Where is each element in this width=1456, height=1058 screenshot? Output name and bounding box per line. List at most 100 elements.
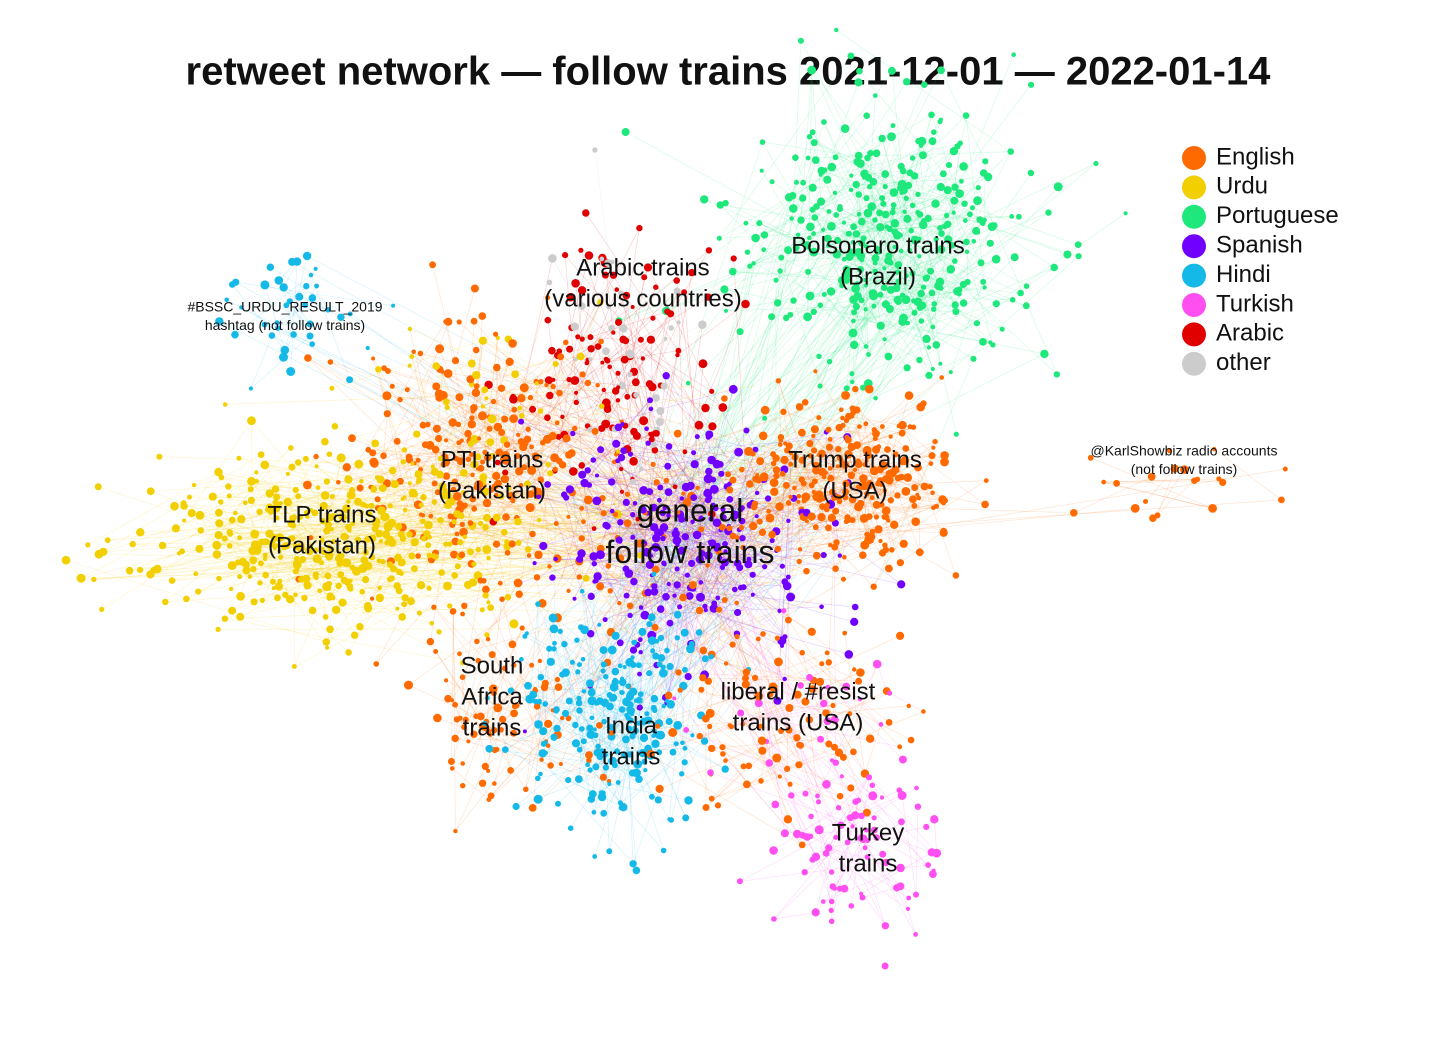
node [440,369,445,374]
node [964,249,970,254]
edge [174,505,455,576]
node [607,588,613,594]
edge [668,446,706,508]
edge [442,371,489,603]
node [879,195,886,202]
node [604,357,611,364]
node [983,478,989,483]
node [1010,253,1019,262]
node [99,547,108,556]
node [774,299,782,307]
edge [797,829,875,835]
node [537,698,542,704]
node [402,507,408,513]
edge [569,700,640,780]
node [638,605,644,610]
edge [153,447,292,571]
edge [502,551,573,720]
node [373,661,380,667]
node [581,519,586,525]
edge [909,172,935,304]
node [1063,250,1072,259]
node [856,67,863,75]
node [927,267,935,275]
edge [452,611,456,705]
edge [455,531,689,832]
edge [643,490,749,565]
node [716,235,722,241]
node [528,804,537,812]
edge [710,495,898,563]
node [836,792,844,800]
node [708,795,715,802]
node [285,471,290,476]
node [637,336,644,343]
node [587,592,595,601]
node [571,739,581,748]
node [492,781,497,786]
edge [594,581,856,608]
edge [523,387,551,474]
node [970,355,977,362]
edge [898,425,945,463]
edge [644,549,886,618]
edge [670,558,803,846]
node [939,528,948,537]
node [650,694,659,703]
edge [275,502,339,559]
node [460,783,466,789]
edge [675,521,763,751]
edge [554,306,583,471]
node [228,516,236,524]
node [470,284,479,293]
node [314,464,319,469]
node [909,270,916,277]
node [777,608,782,614]
edge [600,341,618,538]
node [612,439,621,448]
node [928,461,934,466]
node [716,606,723,613]
edge [528,451,678,556]
edge [621,678,655,699]
node [443,369,453,378]
node [485,744,494,753]
edge [279,580,720,602]
node [774,635,781,641]
node [695,606,704,615]
node [945,162,953,169]
node [646,670,653,677]
node [547,470,554,477]
edge [733,258,749,523]
node [825,524,832,532]
edge [535,405,603,457]
edge [461,489,642,507]
edge [809,635,901,678]
edge [420,469,475,510]
node [612,677,618,683]
edge [326,540,382,587]
legend-swatch [1182,351,1206,376]
edge [590,359,623,624]
edge [703,230,977,584]
edge [512,363,557,501]
edge [876,837,934,871]
edge [807,70,813,317]
edge [661,305,875,574]
node [882,184,888,190]
edge [768,511,844,580]
node [553,707,560,714]
edge [435,543,603,554]
node [395,522,403,531]
edge [818,829,832,911]
edge [520,421,608,663]
node [595,743,601,750]
edge [667,466,715,609]
edge [451,768,490,800]
node [756,518,763,525]
edge [511,484,683,545]
edge [446,417,473,477]
edge [815,371,883,485]
edge [140,519,653,571]
node [823,175,832,184]
